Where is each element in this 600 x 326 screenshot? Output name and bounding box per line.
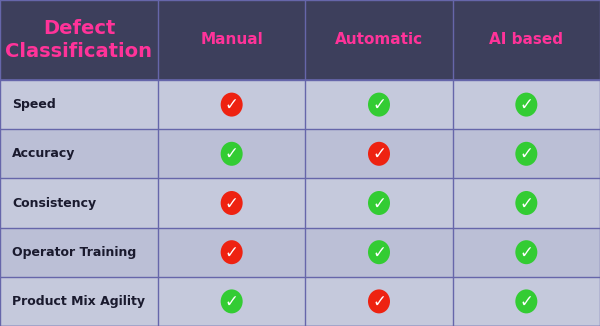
Text: ✓: ✓ xyxy=(520,145,533,163)
Ellipse shape xyxy=(515,191,538,215)
FancyBboxPatch shape xyxy=(0,80,600,129)
Ellipse shape xyxy=(221,93,242,117)
Ellipse shape xyxy=(368,191,390,215)
Text: ✓: ✓ xyxy=(225,145,239,163)
Text: ✓: ✓ xyxy=(225,195,239,213)
Text: ✓: ✓ xyxy=(372,244,386,262)
Text: Consistency: Consistency xyxy=(12,197,96,210)
Text: Operator Training: Operator Training xyxy=(12,246,136,259)
Text: ✓: ✓ xyxy=(372,96,386,114)
Text: ✓: ✓ xyxy=(520,195,533,213)
FancyBboxPatch shape xyxy=(0,228,600,277)
Text: Speed: Speed xyxy=(12,98,56,111)
Text: Automatic: Automatic xyxy=(335,33,423,48)
Text: Manual: Manual xyxy=(200,33,263,48)
Text: ✓: ✓ xyxy=(372,195,386,213)
Text: ✓: ✓ xyxy=(225,96,239,114)
Ellipse shape xyxy=(368,240,390,264)
FancyBboxPatch shape xyxy=(0,277,600,326)
Text: ✓: ✓ xyxy=(225,293,239,311)
Ellipse shape xyxy=(515,142,538,166)
Ellipse shape xyxy=(221,142,242,166)
Ellipse shape xyxy=(221,240,242,264)
Text: ✓: ✓ xyxy=(520,244,533,262)
Text: Accuracy: Accuracy xyxy=(12,147,76,160)
Text: AI based: AI based xyxy=(490,33,563,48)
Text: ✓: ✓ xyxy=(520,96,533,114)
Text: Defect
Classification: Defect Classification xyxy=(5,19,152,61)
Ellipse shape xyxy=(515,93,538,117)
Text: ✓: ✓ xyxy=(520,293,533,311)
Ellipse shape xyxy=(221,289,242,313)
FancyBboxPatch shape xyxy=(0,0,600,80)
Text: ✓: ✓ xyxy=(372,293,386,311)
FancyBboxPatch shape xyxy=(0,129,600,178)
Text: ✓: ✓ xyxy=(372,145,386,163)
Ellipse shape xyxy=(515,289,538,313)
Ellipse shape xyxy=(515,240,538,264)
Ellipse shape xyxy=(221,191,242,215)
Ellipse shape xyxy=(368,289,390,313)
Ellipse shape xyxy=(368,93,390,117)
Ellipse shape xyxy=(368,142,390,166)
Text: ✓: ✓ xyxy=(225,244,239,262)
Text: Product Mix Agility: Product Mix Agility xyxy=(12,295,145,308)
FancyBboxPatch shape xyxy=(0,178,600,228)
